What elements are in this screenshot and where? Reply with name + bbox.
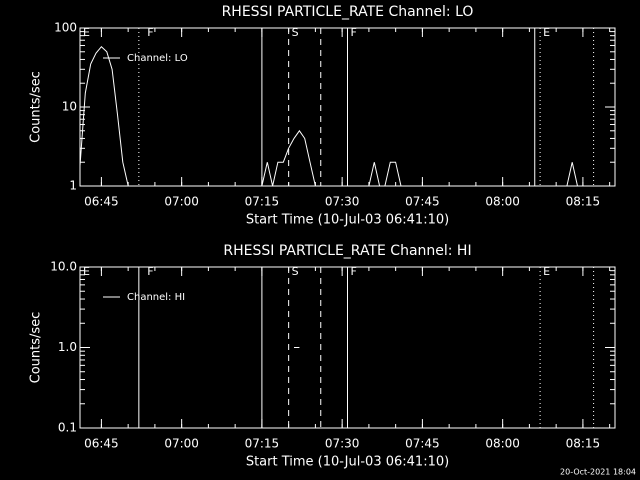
x-tick-label: 08:15: [566, 195, 601, 209]
x-tick-label: 08:00: [485, 195, 520, 209]
data-line: [79, 45, 578, 187]
flag-label: F: [351, 265, 357, 278]
x-tick-label: 08:00: [485, 437, 520, 451]
x-axis-label: Start Time (10-Jul-03 06:41:10): [246, 455, 449, 470]
x-tick-label: 07:00: [164, 195, 199, 209]
flag-label: S: [292, 26, 299, 39]
flag-label: F: [147, 26, 153, 39]
x-tick-label: 07:30: [325, 437, 360, 451]
flag-label: E: [83, 265, 90, 278]
x-tick-label: 06:45: [84, 437, 119, 451]
x-axis-label: Start Time (10-Jul-03 06:41:10): [246, 213, 449, 228]
y-axis-label: Counts/sec: [29, 312, 44, 384]
flag-label: F: [351, 26, 357, 39]
y-tick-label: 0.1: [58, 421, 77, 435]
x-tick-label: 07:15: [245, 195, 280, 209]
x-tick-label: 06:45: [84, 195, 119, 209]
y-tick-label: 10: [62, 100, 77, 114]
legend-label: Channel: LO: [127, 53, 188, 64]
x-tick-label: 07:30: [325, 195, 360, 209]
chart-title: RHESSI PARTICLE_RATE Channel: LO: [222, 4, 474, 20]
y-tick-label: 1: [69, 179, 77, 193]
flag-label: E: [83, 26, 90, 39]
flag-label: E: [543, 26, 550, 39]
flag-label: S: [292, 265, 299, 278]
x-tick-label: 07:00: [164, 437, 199, 451]
y-tick-label: 10.0: [50, 260, 77, 274]
x-tick-label: 07:45: [405, 195, 440, 209]
y-tick-label: 1.0: [58, 340, 77, 354]
y-axis-label: Counts/sec: [29, 71, 44, 143]
flag-label: E: [543, 265, 550, 278]
x-tick-label: 08:15: [566, 437, 601, 451]
y-tick-label: 100: [54, 21, 77, 35]
flag-label: F: [147, 265, 153, 278]
timestamp: 20-Oct-2021 18:04: [560, 468, 636, 477]
x-tick-label: 07:45: [405, 437, 440, 451]
x-tick-label: 07:15: [245, 437, 280, 451]
chart-title: RHESSI PARTICLE_RATE Channel: HI: [223, 243, 471, 259]
legend-label: Channel: HI: [127, 292, 185, 303]
